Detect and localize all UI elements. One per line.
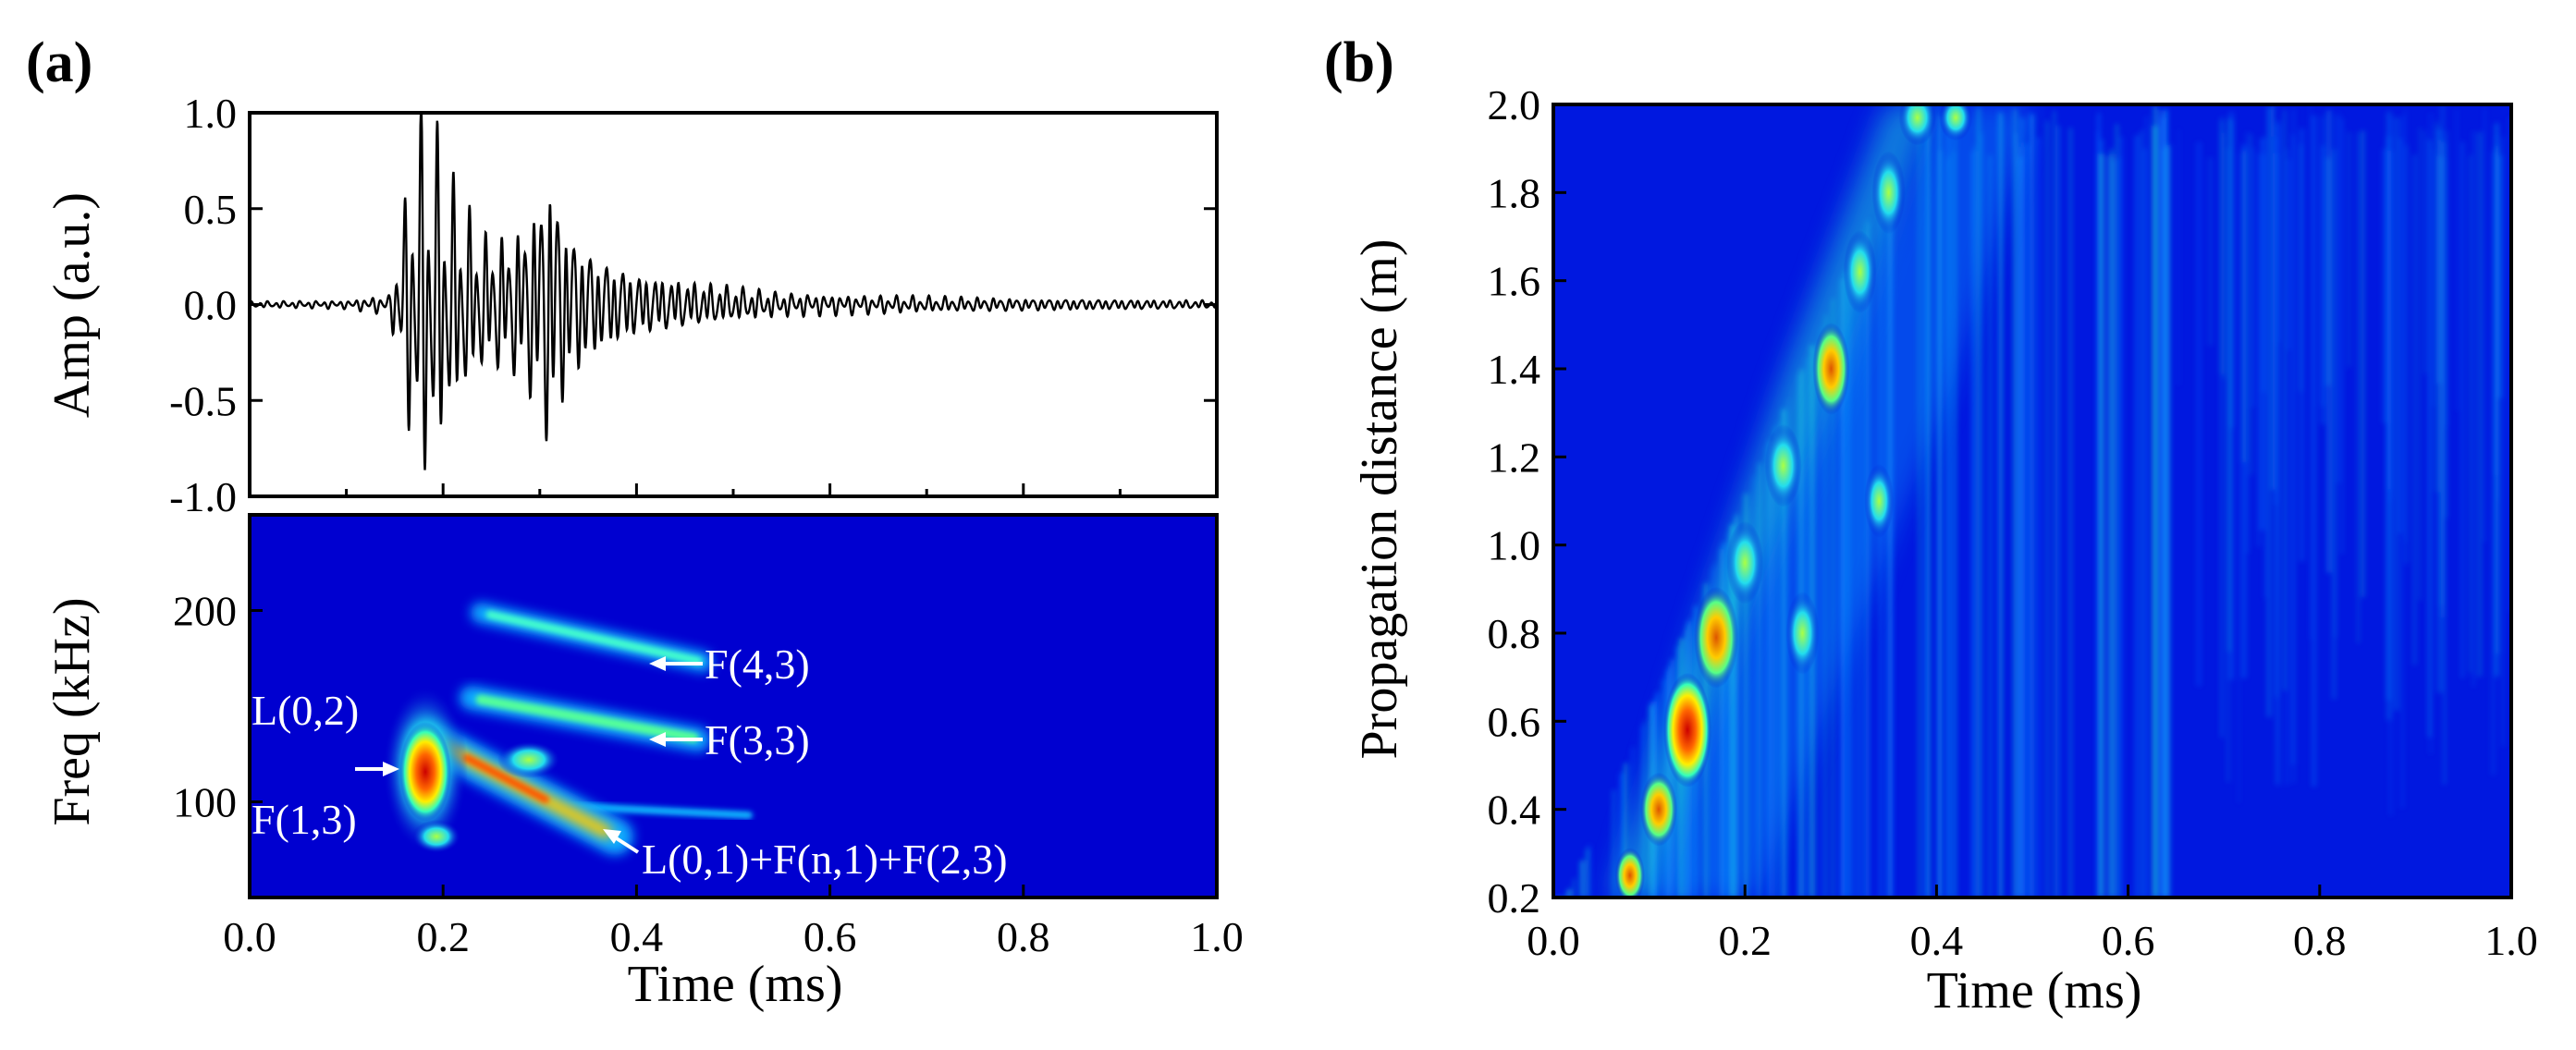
prop-y-tick-label: 0.4 bbox=[1488, 787, 1541, 834]
tf-x-axis-label: Time (ms) bbox=[628, 956, 843, 1013]
prop-hotspot bbox=[1939, 104, 1973, 141]
tf-lower-blob bbox=[412, 820, 460, 853]
label-l02: L(0,2) bbox=[251, 687, 359, 734]
waveform-y-tick-label: -1.0 bbox=[169, 473, 237, 520]
time-frequency-chart: F(4,3) F(3,3) L(0,2) F(1,3) L(0,1)+F(n,1… bbox=[43, 513, 1244, 1013]
arrowhead-f33 bbox=[649, 732, 666, 747]
tf-y-tick-label: 200 bbox=[173, 588, 237, 635]
prop-hotspot bbox=[1614, 848, 1645, 897]
prop-y-tick-label: 0.6 bbox=[1488, 698, 1541, 745]
waveform-chart: 1.0 0.5 0.0 -0.5 -1.0 Amp (a.u.) bbox=[43, 90, 1219, 520]
tf-x-tick-label: 0.8 bbox=[997, 913, 1050, 960]
prop-trailing-glow bbox=[1655, 104, 2034, 897]
tf-ridge-l01-core bbox=[463, 754, 549, 803]
tf-frame bbox=[248, 513, 1219, 899]
prop-hotspot bbox=[1812, 323, 1850, 415]
tf-y-axis-label: Freq (kHz) bbox=[43, 597, 101, 825]
tf-ridge-f43 bbox=[485, 610, 703, 665]
panel-label-b: (b) bbox=[1324, 31, 1394, 94]
prop-hotspot bbox=[1726, 520, 1764, 604]
prop-x-tick-label: 0.0 bbox=[1527, 917, 1580, 964]
prop-y-ticks: 2.0 1.8 1.6 1.4 1.2 1.0 0.8 0.6 0.4 0.2 bbox=[1488, 81, 1566, 922]
prop-hotspot bbox=[1864, 464, 1895, 538]
waveform-y-tick-label: 0.0 bbox=[184, 282, 238, 329]
arrowhead-l02-f13 bbox=[383, 762, 399, 776]
tf-x-tick-label: 0.4 bbox=[610, 913, 664, 960]
waveform-y-tick-label: 1.0 bbox=[184, 90, 238, 137]
prop-y-tick-label: 1.2 bbox=[1488, 433, 1541, 481]
tf-x-tick-label: 0.2 bbox=[416, 913, 470, 960]
prop-y-tick-label: 0.8 bbox=[1488, 610, 1541, 657]
prop-hotspot bbox=[1785, 592, 1820, 675]
prop-hotspot bbox=[1663, 672, 1712, 788]
prop-frame bbox=[1552, 103, 2513, 899]
waveform-y-axis-label: Amp (a.u.) bbox=[43, 192, 101, 418]
prop-hotspot bbox=[1639, 772, 1677, 847]
tf-y-tick-label: 100 bbox=[173, 779, 237, 826]
label-l01-fn1-f23: L(0,1)+F(n,1)+F(2,3) bbox=[642, 836, 1008, 883]
tf-ridge-f33 bbox=[475, 694, 699, 743]
prop-x-axis-label: Time (ms) bbox=[1927, 962, 2142, 1019]
prop-y-tick-label: 0.2 bbox=[1488, 874, 1541, 922]
prop-x-tick-label: 0.6 bbox=[2102, 917, 2155, 964]
waveform-y-ticks: 1.0 0.5 0.0 -0.5 -1.0 bbox=[169, 90, 1219, 520]
propagation-chart: 2.01.81.61.41.21.00.80.60.40.2 0.0 0.2 0.4… bbox=[1351, 81, 2538, 1019]
prop-heatmap-marks bbox=[1565, 104, 2511, 897]
waveform-series-line bbox=[248, 113, 1219, 470]
prop-y-tick-label: 1.8 bbox=[1488, 169, 1541, 216]
prop-x-tick-label: 0.8 bbox=[2293, 917, 2347, 964]
label-f13: F(1,3) bbox=[251, 796, 357, 843]
panel-label-a: (a) bbox=[26, 31, 92, 94]
prop-hotspot bbox=[1898, 104, 1936, 146]
tf-y-ticks: 200 100 bbox=[173, 588, 263, 826]
prop-hotspot bbox=[1694, 586, 1739, 689]
prop-hotspot bbox=[1871, 151, 1906, 235]
tf-peak bbox=[399, 722, 451, 822]
prop-hotspots bbox=[1614, 104, 1973, 897]
tf-x-tick-label: 1.0 bbox=[1190, 913, 1244, 960]
waveform-y-tick-label: 0.5 bbox=[184, 186, 238, 233]
waveform-y-tick-label: -0.5 bbox=[169, 377, 237, 424]
prop-y-tick-label: 1.6 bbox=[1488, 258, 1541, 305]
prop-y-tick-label: 1.0 bbox=[1488, 522, 1541, 569]
tf-x-tick-label: 0.6 bbox=[803, 913, 857, 960]
label-f43: F(4,3) bbox=[705, 641, 810, 688]
prop-x-ticks: 0.0 0.2 0.4 0.6 0.8 1.0 bbox=[1527, 885, 2538, 964]
prop-streaks bbox=[1565, 104, 2511, 897]
prop-x-tick-label: 0.2 bbox=[1718, 917, 1772, 964]
prop-x-tick-label: 1.0 bbox=[2484, 917, 2538, 964]
tf-blob bbox=[497, 741, 560, 778]
prop-y-axis-label: Propagation distance (m) bbox=[1351, 239, 1408, 760]
prop-y-tick-label: 2.0 bbox=[1488, 81, 1541, 128]
tf-heatmap-marks bbox=[383, 603, 753, 855]
prop-x-tick-label: 0.4 bbox=[1910, 917, 1964, 964]
tf-x-tick-label: 0.0 bbox=[223, 913, 276, 960]
tf-x-ticks: 0.0 0.2 0.4 0.6 0.8 1.0 bbox=[223, 885, 1244, 960]
arrowhead-f43 bbox=[649, 656, 666, 671]
arrowhead-l01 bbox=[603, 829, 621, 844]
prop-y-tick-label: 1.4 bbox=[1488, 346, 1541, 393]
prop-hotspot bbox=[1843, 230, 1877, 314]
tf-annotations: F(4,3) F(3,3) L(0,2) F(1,3) L(0,1)+F(n,1… bbox=[251, 641, 1008, 883]
label-f33: F(3,3) bbox=[705, 716, 810, 763]
prop-hotspot bbox=[1764, 423, 1802, 507]
